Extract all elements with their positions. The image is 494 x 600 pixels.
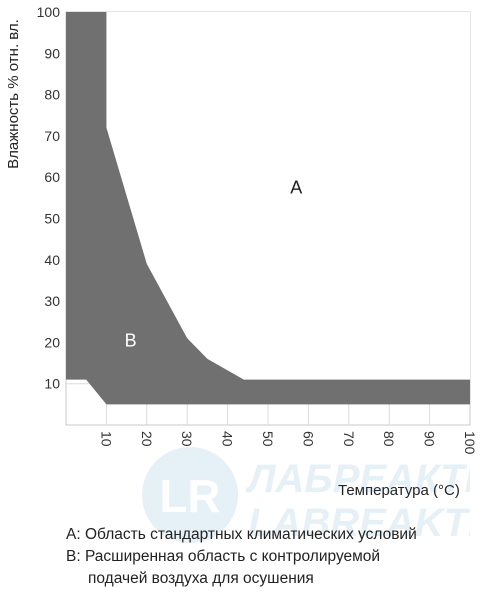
x-tick-label: 70: [341, 431, 357, 447]
legend-item-b: B: Расширенная область с контролируемой: [66, 546, 486, 568]
legend: A: Область стандартных климатических усл…: [66, 524, 486, 590]
x-tick-label: 60: [300, 431, 316, 447]
region-labels: AB: [125, 178, 303, 351]
legend-key-b: B:: [66, 548, 85, 565]
legend-key-a: A:: [66, 526, 85, 543]
y-tick-label: 70: [44, 128, 60, 144]
legend-text-b: Расширенная область с контролируемой: [84, 548, 381, 565]
x-tick-label: 100: [462, 431, 478, 455]
legend-text-b-continued: подачей воздуха для осушения: [88, 570, 314, 587]
region-b: [66, 12, 470, 405]
region-label-a: A: [290, 178, 302, 198]
x-tick-label: 90: [422, 431, 438, 447]
region-a: [106, 12, 471, 380]
y-tick-label: 100: [37, 4, 61, 20]
x-tick-label: 50: [260, 431, 276, 447]
y-tick-label: 30: [44, 293, 60, 309]
chart: 10 20 30 40 50 60 70 80 90 100 10 20 30 40 50 60 70 80 90…: [5, 4, 478, 499]
y-tick-label: 50: [44, 211, 60, 227]
y-tick-label: 60: [44, 169, 60, 185]
y-tick-label: 10: [44, 376, 60, 392]
regions: [66, 12, 471, 405]
legend-item-a: A: Область стандартных климатических усл…: [66, 524, 486, 546]
x-tick-label: 80: [381, 431, 397, 447]
x-tick-label: 40: [220, 431, 236, 447]
legend-text-a: Область стандартных климатических услови…: [84, 526, 417, 543]
y-tick-label: 80: [44, 87, 60, 103]
x-tick-label: 10: [98, 431, 114, 447]
y-tick-label: 40: [44, 252, 60, 268]
x-tick-label: 20: [139, 431, 155, 447]
x-tick-label: 30: [179, 431, 195, 447]
x-axis-title: Температура (°C): [338, 482, 460, 499]
x-axis-ticks: 10 20 30 40 50 60 70 80 90 100: [98, 431, 478, 455]
y-tick-label: 20: [44, 334, 60, 350]
y-tick-label: 90: [44, 45, 60, 61]
region-label-b: B: [125, 331, 137, 351]
y-axis-ticks: 10 20 30 40 50 60 70 80 90 100: [37, 4, 61, 392]
y-axis-title: Влажность % отн. вл.: [5, 19, 22, 169]
